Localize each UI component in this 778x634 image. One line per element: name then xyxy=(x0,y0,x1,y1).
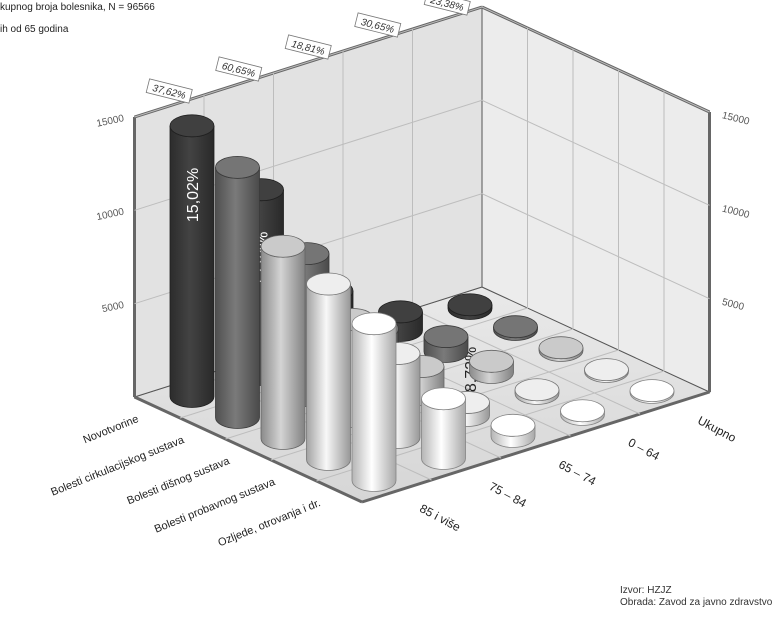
row-total-label: 60,65% xyxy=(215,56,263,82)
header-line-2: ih od 65 godina xyxy=(0,24,69,35)
header-line-1: kupnog broja bolesnika, N = 96566 xyxy=(0,2,155,13)
bar-bolesti-di-nog-sustava-4 xyxy=(538,336,584,362)
depth-label: Ukupno xyxy=(695,413,738,445)
bar-novotvorine-0: 15,02% xyxy=(169,114,215,408)
source-izvor: Izvor: HZJZ xyxy=(620,585,672,596)
bar-value-label: 15,02% xyxy=(185,168,202,222)
bar-bolesti-di-nog-sustava-0 xyxy=(260,234,306,450)
bar-bolesti-cirkulacijskog-sustava-4 xyxy=(493,315,538,341)
row-total-label: 37,62% xyxy=(145,78,193,104)
source-obrada: Obrada: Zavod za javno zdravstvo xyxy=(620,597,773,608)
depth-label: 85 i više xyxy=(417,501,463,534)
chart-wall-edge xyxy=(133,395,363,504)
row-total-label: 18,81% xyxy=(284,34,332,60)
bar-bolesti-cirkulacijskog-sustava-0 xyxy=(215,155,260,429)
row-total-label: 23,38% xyxy=(423,0,471,16)
bar-bolesti-probavnog-sustava-4 xyxy=(584,358,629,383)
z-tick-label: 15000 xyxy=(721,110,751,128)
bar-bolesti-probavnog-sustava-3 xyxy=(514,378,560,405)
z-tick-label: 5000 xyxy=(101,300,125,315)
grid-line xyxy=(134,6,710,118)
category-label: Novotvorine xyxy=(81,413,140,446)
svg-text:60,65%: 60,65% xyxy=(221,61,257,80)
bar-ozljede-otrovanja-i-dr--2 xyxy=(490,413,536,448)
chart-bars: 8,72%9,75%10,67%13,84%15,02% xyxy=(169,114,675,492)
bar-ozljede-otrovanja-i-dr--0 xyxy=(351,312,397,492)
svg-text:30,65%: 30,65% xyxy=(360,17,396,36)
z-tick-label: 10000 xyxy=(96,206,126,223)
bar-bolesti-di-nog-sustava-3 xyxy=(469,349,514,384)
bar-bolesti-probavnog-sustava-0 xyxy=(306,272,351,471)
svg-text:18,81%: 18,81% xyxy=(290,39,326,58)
bar-bolesti-cirkulacijskog-sustava-3 xyxy=(423,325,469,363)
z-tick-label: 15000 xyxy=(96,113,126,130)
depth-label: 75 – 84 xyxy=(487,479,529,510)
depth-label: 0 – 64 xyxy=(626,435,662,463)
svg-text:37,62%: 37,62% xyxy=(151,83,187,102)
z-tick-label: 10000 xyxy=(721,204,751,222)
row-total-label: 30,65% xyxy=(354,12,402,38)
chart-wall-edge xyxy=(361,390,710,504)
z-tick-label: 5000 xyxy=(721,297,746,313)
depth-label: 65 – 74 xyxy=(556,457,598,488)
bar-ozljede-otrovanja-i-dr--4 xyxy=(629,379,675,404)
bar-ozljede-otrovanja-i-dr--3 xyxy=(560,399,605,426)
bar-ozljede-otrovanja-i-dr--1 xyxy=(421,387,466,470)
